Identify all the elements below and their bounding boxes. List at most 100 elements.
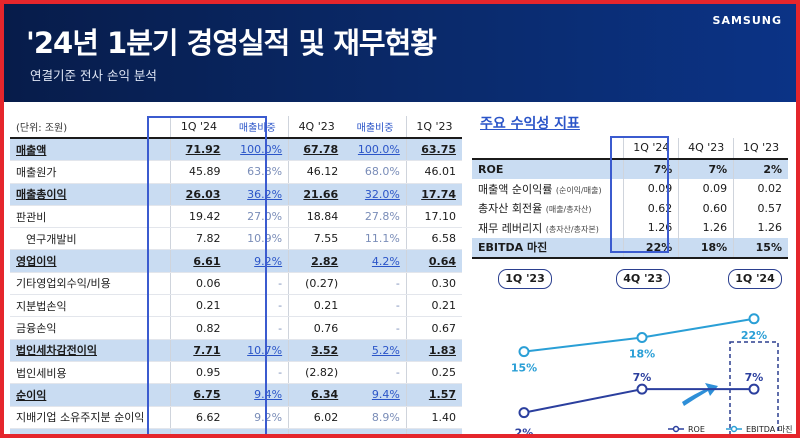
share-1q24: 9.2% bbox=[226, 406, 289, 429]
share-1q24: 27.0% bbox=[226, 205, 289, 229]
data-point bbox=[748, 383, 760, 395]
table-row: 판관비 19.42 27.0% 18.84 27.8% 17.10 bbox=[10, 205, 462, 229]
value-1q23: 6.58 bbox=[405, 227, 462, 251]
table-row: EBITDA 마진 22% 18% 15% bbox=[472, 237, 788, 259]
value-1q24: 45.89 bbox=[170, 160, 227, 184]
table-row: ROE 7% 7% 2% bbox=[472, 158, 788, 179]
value-1q23: 63.75 bbox=[405, 138, 462, 162]
legend-marker bbox=[730, 425, 738, 433]
value-1q23: 1.40 bbox=[405, 406, 462, 429]
value-1q24: 26.03 bbox=[170, 183, 227, 206]
share-1q24: - bbox=[226, 361, 289, 385]
value-4q23: 2.82 bbox=[288, 249, 345, 273]
col-header: 1Q '24 bbox=[170, 116, 227, 139]
value-1q23: 0.67 bbox=[405, 316, 462, 340]
row-label: 총자산 회전율 (매출/총자산) bbox=[472, 199, 624, 219]
value-1q24: 0.06 bbox=[170, 272, 227, 296]
ratio-name: ROE bbox=[478, 162, 504, 176]
table-row: 매출액 71.92 100.0% 67.78 100.0% 63.75 bbox=[10, 138, 462, 162]
ratio-value: 0.62 bbox=[623, 198, 679, 218]
share-1q24: 100.0% bbox=[226, 138, 289, 162]
col-header bbox=[472, 138, 624, 160]
chart-category-label: 1Q '24 bbox=[728, 269, 782, 289]
table-row: 매출총이익 26.03 36.2% 21.66 32.0% 17.74 bbox=[10, 183, 462, 206]
share-1q24: 9.4% bbox=[226, 383, 289, 407]
ratio-value: 0.57 bbox=[733, 198, 788, 218]
row-label: 순이익 bbox=[10, 383, 171, 407]
col-header: 1Q '24 bbox=[623, 138, 679, 160]
ratio-value: 7% bbox=[623, 158, 679, 179]
ratio-value: 22% bbox=[623, 237, 679, 259]
value-1q24: 0.95 bbox=[170, 361, 227, 385]
value-1q24: 6.61 bbox=[170, 249, 227, 273]
col-header: 매출비중 bbox=[344, 116, 407, 139]
table-row: 매출액 순이익률 (순이익/매출) 0.09 0.09 0.02 bbox=[472, 179, 788, 199]
table-row: 주당순이익 (원)975 887 206 bbox=[10, 428, 462, 434]
value-1q24: 6.75 bbox=[170, 383, 227, 407]
col-header: 4Q '23 bbox=[678, 138, 734, 160]
value-4q23: 0.76 bbox=[288, 316, 345, 340]
chart-category-label: 4Q '23 bbox=[616, 269, 670, 289]
ratio-note: (순이익/매출) bbox=[555, 185, 602, 195]
row-label: 지배기업 소유주지분 순이익 bbox=[10, 406, 171, 429]
data-label: 18% bbox=[629, 348, 655, 361]
row-label: 금융손익 bbox=[10, 316, 171, 340]
value-1q24: 0.82 bbox=[170, 316, 227, 340]
value-1q23: 0.64 bbox=[405, 249, 462, 273]
table-row: 지분법손익 0.21-0.21-0.21 bbox=[10, 294, 462, 318]
ratio-value: 18% bbox=[678, 237, 734, 259]
ratio-value: 1.26 bbox=[678, 218, 734, 238]
value-1q24: 6.62 bbox=[170, 406, 227, 429]
col-header: 매출비중 bbox=[226, 116, 289, 139]
share-4q23: - bbox=[344, 294, 407, 318]
share-4q23: 5.2% bbox=[344, 339, 407, 362]
data-point bbox=[518, 346, 530, 358]
row-label: 영업이익 bbox=[10, 249, 171, 273]
row-label: ROE bbox=[472, 158, 624, 179]
table-row: 재무 레버리지 (총자산/총자본) 1.26 1.26 1.26 bbox=[472, 218, 788, 238]
page-title: '24년 1분기 경영실적 및 재무현황 bbox=[26, 26, 437, 60]
table-row: 연구개발비 7.82 10.9% 7.55 11.1% 6.58 bbox=[10, 227, 462, 251]
legend-marker bbox=[672, 425, 680, 433]
row-label: 매출액 bbox=[10, 138, 171, 162]
value-4q23: 6.34 bbox=[288, 383, 345, 407]
table-header-row: 1Q '24 4Q '23 1Q '23 bbox=[472, 138, 788, 160]
value-1q23: 0.21 bbox=[405, 294, 462, 318]
share-4q23: - bbox=[344, 361, 407, 385]
ratio-value: 0.60 bbox=[678, 198, 734, 218]
table-row: 기타영업외수익/비용 0.06- (0.27) -0.30 bbox=[10, 272, 462, 296]
value-4q23: 3.52 bbox=[288, 339, 345, 362]
row-label: 매출총이익 bbox=[10, 183, 171, 206]
chart-canvas: 2% 7% 7% 15% 18% 22% ROE EBITDA 마진 bbox=[511, 313, 792, 434]
value-4q23: 46.12 bbox=[288, 160, 345, 184]
row-label: 재무 레버리지 (총자산/총자본) bbox=[472, 218, 624, 238]
value-1q23: 1.83 bbox=[405, 339, 462, 362]
table-row: 금융손익 0.82-0.76-0.67 bbox=[10, 316, 462, 340]
table-row: 법인세비용 0.95- (2.82) -0.25 bbox=[10, 361, 462, 385]
share-1q24: 63.8% bbox=[226, 160, 289, 184]
ratio-note: (매출/총자산) bbox=[545, 205, 592, 215]
ratio-value: 0.02 bbox=[733, 179, 788, 199]
value-4q23: (0.27) bbox=[288, 272, 345, 296]
share-4q23: 32.0% bbox=[344, 183, 407, 206]
value-1q24: 7.82 bbox=[170, 227, 227, 251]
table-row: 총자산 회전율 (매출/총자산) 0.62 0.60 0.57 bbox=[472, 198, 788, 219]
ratio-name: 매출액 순이익률 bbox=[478, 182, 553, 196]
data-point bbox=[636, 332, 648, 344]
legend-label: EBITDA 마진 bbox=[746, 424, 792, 434]
header-banner: '24년 1분기 경영실적 및 재무현황 연결기준 전사 손익 분석 SAMSU… bbox=[4, 4, 796, 102]
value-1q24: 0.21 bbox=[170, 294, 227, 318]
value-1q24: 975 bbox=[170, 428, 227, 434]
value-4q23: 887 bbox=[288, 428, 345, 434]
col-header: 1Q '23 bbox=[733, 138, 788, 160]
share-4q23: 8.9% bbox=[344, 406, 407, 429]
value-1q23: 206 bbox=[405, 428, 462, 434]
ratio-table-title: 주요 수익성 지표 bbox=[480, 116, 580, 132]
row-label: 지분법손익 bbox=[10, 294, 171, 318]
profitability-ratio-table: 1Q '24 4Q '23 1Q '23 ROE 7% 7% 2% 매출액 순이익률 (… bbox=[472, 138, 788, 259]
row-label: 판관비 bbox=[10, 205, 171, 229]
ratio-note: (총자산/총자본) bbox=[545, 224, 599, 234]
data-label: 7% bbox=[633, 371, 652, 384]
row-label: 연구개발비 bbox=[10, 227, 171, 251]
